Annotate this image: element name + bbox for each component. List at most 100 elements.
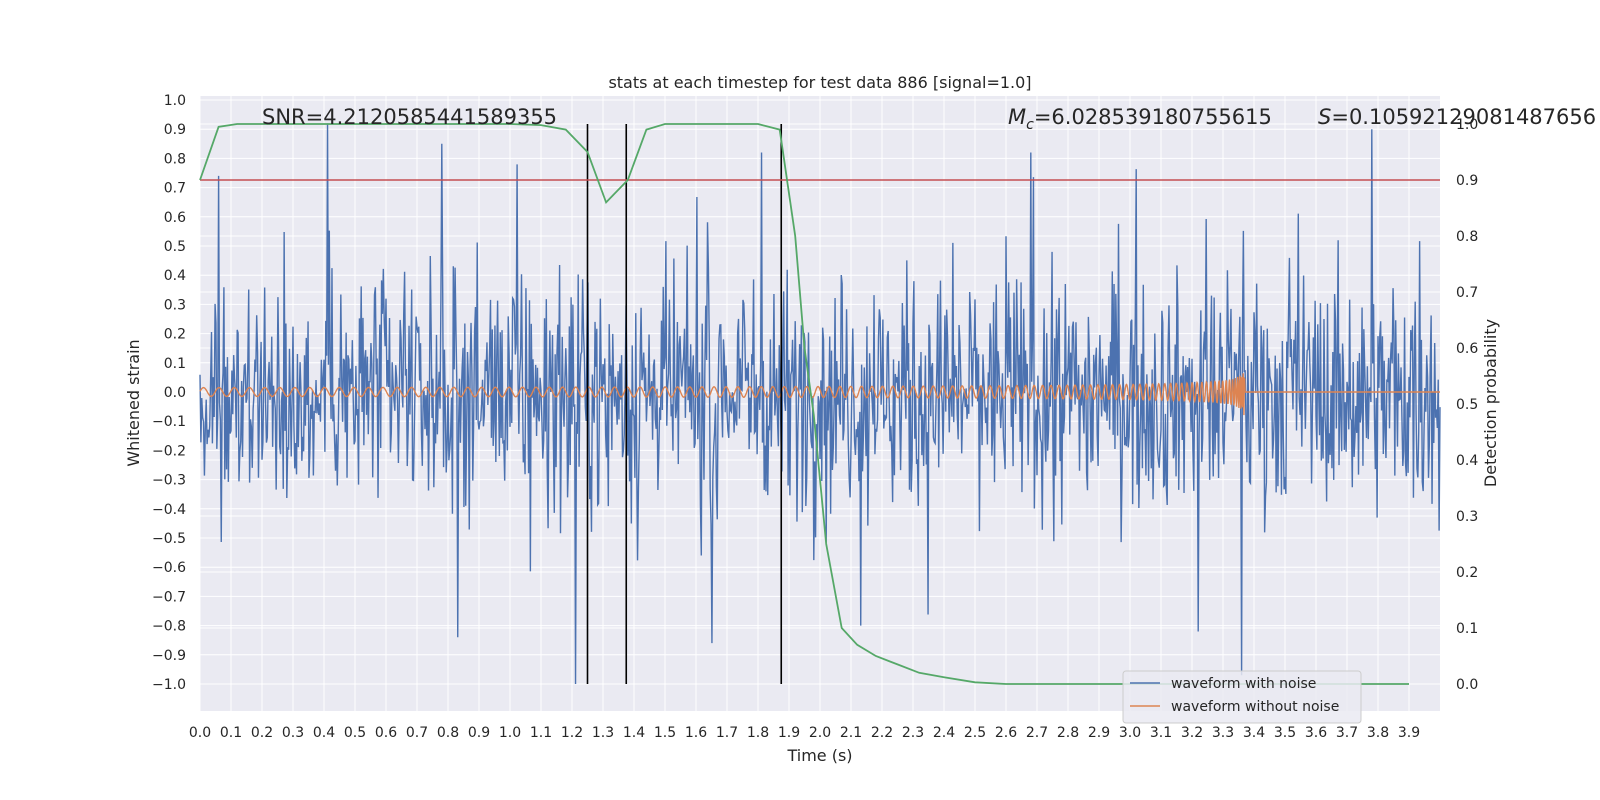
- x-tick-5: 0.5: [344, 725, 366, 741]
- s-value: =0.10592129081487656: [1331, 105, 1596, 129]
- y-tick-5: 0.5: [164, 239, 186, 255]
- x-tick-22: 2.2: [871, 725, 893, 741]
- y-tick-10: 0.0: [164, 385, 186, 401]
- y-tick-11: −0.1: [152, 414, 186, 430]
- x-tick-13: 1.3: [592, 725, 614, 741]
- legend-box: [1122, 670, 1362, 724]
- x-tick-12: 1.2: [561, 725, 583, 741]
- x-tick-25: 2.5: [964, 725, 986, 741]
- x-tick-16: 1.6: [685, 725, 707, 741]
- x-tick-18: 1.8: [747, 725, 769, 741]
- y-tick-15: −0.5: [152, 531, 186, 547]
- mc-symbol: M: [1008, 105, 1026, 129]
- mc-subscript: c: [1026, 117, 1034, 133]
- x-tick-32: 3.2: [1181, 725, 1203, 741]
- y-tick-19: −0.9: [152, 648, 186, 664]
- x-tick-34: 3.4: [1243, 725, 1265, 741]
- x-tick-20: 2.0: [809, 725, 831, 741]
- y-tick-14: −0.4: [152, 502, 186, 518]
- mc-value: =6.028539180755615: [1034, 105, 1272, 129]
- x-tick-21: 2.1: [840, 725, 862, 741]
- y2-axis-label: Detection probability: [1481, 319, 1500, 487]
- probability-series: [199, 123, 1409, 685]
- y2-tick-5: 0.5: [1456, 397, 1478, 413]
- legend-label-noise: waveform with noise: [1171, 676, 1316, 692]
- x-tick-3: 0.3: [282, 725, 304, 741]
- y2-tick-7: 0.3: [1456, 509, 1478, 525]
- y-tick-0: 1.0: [164, 93, 186, 109]
- y2-tick-9: 0.1: [1456, 621, 1478, 637]
- y-tick-7: 0.3: [164, 297, 186, 313]
- x-tick-39: 3.9: [1398, 725, 1420, 741]
- clean-line: [199, 373, 1440, 416]
- legend: waveform with noise waveform without noi…: [1122, 670, 1362, 724]
- x-tick-6: 0.6: [375, 725, 397, 741]
- x-tick-27: 2.7: [1026, 725, 1048, 741]
- y-tick-12: −0.2: [152, 443, 186, 459]
- x-tick-11: 1.1: [530, 725, 552, 741]
- y-tick-20: −1.0: [152, 677, 186, 693]
- x-tick-1: 0.1: [220, 725, 242, 741]
- x-tick-28: 2.8: [1057, 725, 1079, 741]
- x-tick-23: 2.3: [902, 725, 924, 741]
- x-tick-9: 0.9: [468, 725, 490, 741]
- y-tick-9: 0.1: [164, 356, 186, 372]
- y-tick-2: 0.8: [164, 151, 186, 167]
- y2-tick-1: 0.9: [1456, 173, 1478, 189]
- y-axis-ticks: 1.0 0.9 0.8 0.7 0.6 0.5 0.4 0.3 0.2 0.1 0.0 −0.1 −0.…: [152, 93, 186, 693]
- x-tick-31: 3.1: [1150, 725, 1172, 741]
- x-tick-14: 1.4: [623, 725, 645, 741]
- x-tick-19: 1.9: [778, 725, 800, 741]
- y2-tick-10: 0.0: [1456, 677, 1478, 693]
- probability-line: [199, 123, 1409, 685]
- x-tick-37: 3.7: [1336, 725, 1358, 741]
- x-tick-8: 0.8: [437, 725, 459, 741]
- chart-title: stats at each timestep for test data 886…: [608, 73, 1031, 92]
- y2-tick-2: 0.8: [1456, 229, 1478, 245]
- y-tick-6: 0.4: [164, 268, 186, 284]
- mc-annotation: Mc=6.028539180755615: [1008, 105, 1272, 133]
- y2-axis-ticks: 1.0 0.9 0.8 0.7 0.6 0.5 0.4 0.3 0.2 0.1 0.0: [1456, 117, 1478, 693]
- x-tick-17: 1.7: [716, 725, 738, 741]
- x-tick-0: 0.0: [189, 725, 211, 741]
- y-tick-8: 0.2: [164, 327, 186, 343]
- y-tick-4: 0.6: [164, 210, 186, 226]
- y-tick-13: −0.3: [152, 473, 186, 489]
- vertical-markers: [586, 124, 783, 684]
- x-tick-24: 2.4: [933, 725, 955, 741]
- x-axis-ticks: 0.0 0.1 0.2 0.3 0.4 0.5 0.6 0.7 0.8 0.9 1.0 1.1 1.2 1…: [189, 725, 1420, 741]
- x-tick-4: 0.4: [313, 725, 335, 741]
- y-tick-16: −0.6: [152, 560, 186, 576]
- noise-series: [199, 123, 1441, 685]
- s-annotation: S=0.10592129081487656: [1318, 105, 1596, 129]
- y2-tick-8: 0.2: [1456, 565, 1478, 581]
- y-axis-label: Whitened strain: [124, 339, 143, 466]
- y-tick-17: −0.7: [152, 589, 186, 605]
- y-tick-18: −0.8: [152, 619, 186, 635]
- grid: [199, 96, 1440, 711]
- x-tick-15: 1.5: [654, 725, 676, 741]
- y2-tick-0: 1.0: [1456, 117, 1478, 133]
- x-tick-33: 3.3: [1212, 725, 1234, 741]
- x-tick-30: 3.0: [1119, 725, 1141, 741]
- s-symbol: S: [1318, 105, 1331, 129]
- legend-label-clean: waveform without noise: [1171, 699, 1339, 715]
- x-tick-29: 2.9: [1088, 725, 1110, 741]
- x-tick-36: 3.6: [1305, 725, 1327, 741]
- clean-series: [199, 373, 1440, 416]
- y2-tick-6: 0.4: [1456, 453, 1478, 469]
- y-tick-1: 0.9: [164, 122, 186, 138]
- x-tick-38: 3.8: [1367, 725, 1389, 741]
- noise-line: [199, 123, 1441, 685]
- x-tick-10: 1.0: [499, 725, 521, 741]
- snr-annotation: SNR=4.2120585441589355: [262, 105, 557, 129]
- x-tick-35: 3.5: [1274, 725, 1296, 741]
- y2-tick-4: 0.6: [1456, 341, 1478, 357]
- x-axis-label: Time (s): [786, 746, 852, 765]
- y2-tick-3: 0.7: [1456, 285, 1478, 301]
- y-tick-3: 0.7: [164, 181, 186, 197]
- x-tick-2: 0.2: [251, 725, 273, 741]
- x-tick-26: 2.6: [995, 725, 1017, 741]
- x-tick-7: 0.7: [406, 725, 428, 741]
